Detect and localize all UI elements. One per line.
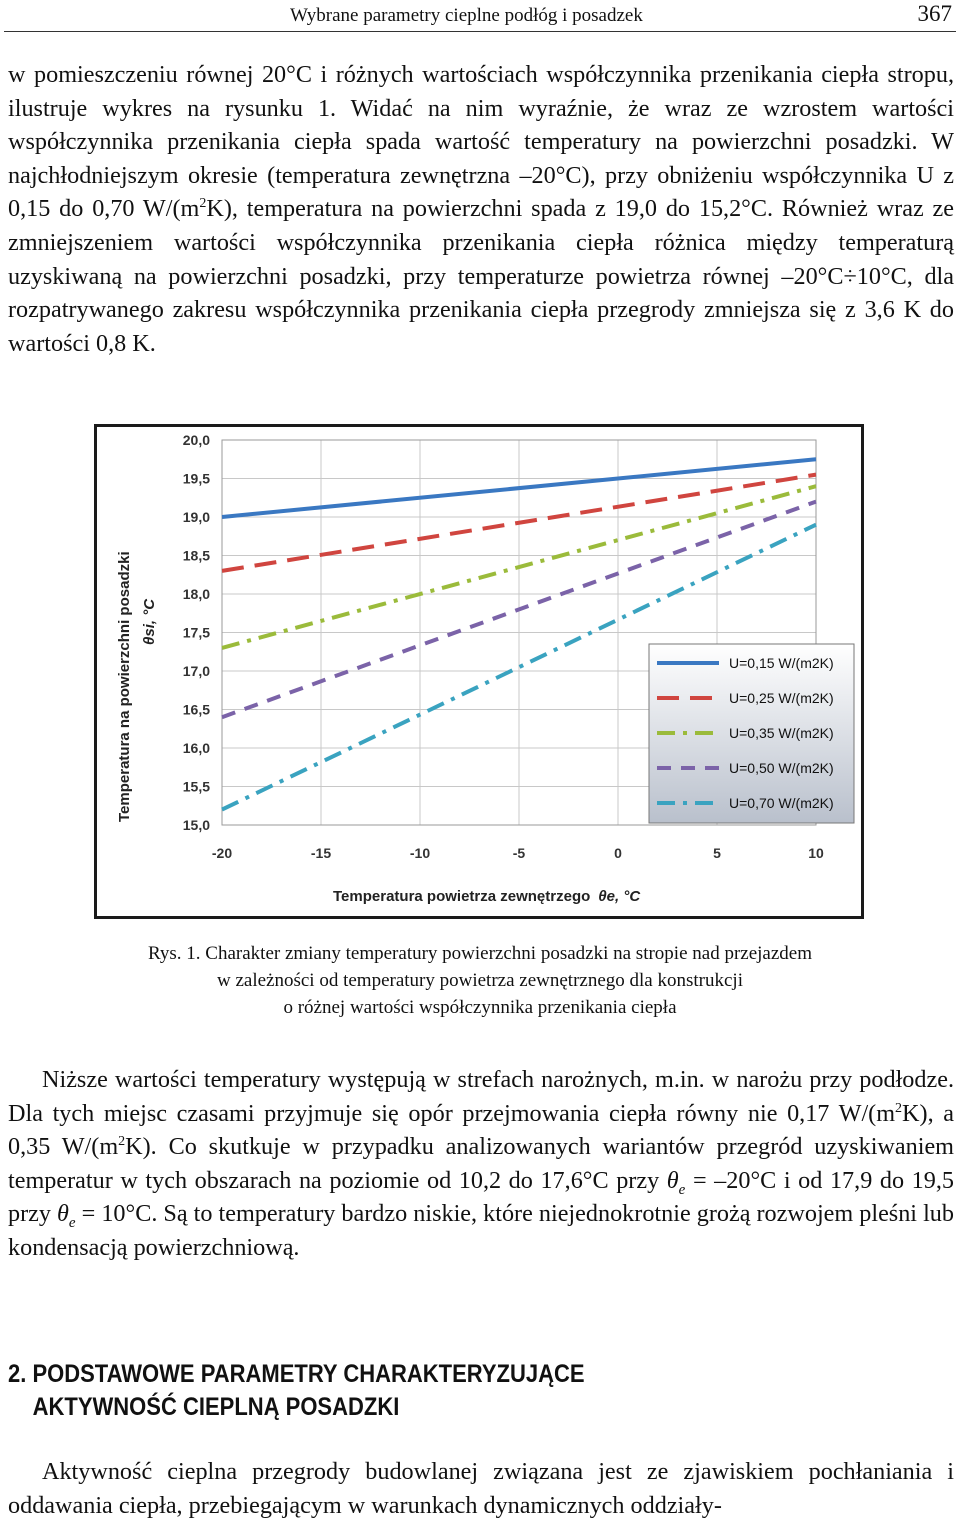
x-tick-label: -20 <box>212 845 232 861</box>
y-tick-label: 15,0 <box>183 817 210 833</box>
superscript: 2 <box>895 1100 903 1116</box>
paragraph-1-text-a: w pomieszczeniu równej 20°C i różnych wa… <box>8 61 954 223</box>
x-tick-label: -15 <box>311 845 331 861</box>
paragraph-2-text-a: Niższe wartości temperatury występują w … <box>8 1066 954 1127</box>
paragraph-1-text-b: K), temperatura na powierzchni spada z 1… <box>8 195 954 357</box>
series-line <box>221 484 817 650</box>
y-tick-label: 17,0 <box>183 663 210 679</box>
legend-label: U=0,25 W/(m2K) <box>729 690 834 706</box>
chart-legend: U=0,15 W/(m2K) U=0,25 W/(m2K) U=0,35 W/(m2… <box>648 643 855 824</box>
x-tick-label: 5 <box>713 845 721 861</box>
paragraph-2-text-b: K), a 0,35 W/(m <box>8 1099 954 1161</box>
superscript: 2 <box>118 1134 126 1150</box>
caption-line-1: Rys. 1. Charakter zmiany temperatury pow… <box>148 943 812 964</box>
page-header: Wybrane parametry cieplne podłóg i posad… <box>0 0 960 34</box>
y-tick-label: 17,5 <box>183 625 210 641</box>
y-tick-label: 18,0 <box>183 586 210 602</box>
x-tick-label: -10 <box>410 845 430 861</box>
line-chart: 15,0 15,5 16,0 16,5 17,0 17,5 18,0 18,5 19,0 19,5… <box>116 432 855 905</box>
y-tick-label: 16,5 <box>183 702 210 718</box>
legend-label: U=0,70 W/(m2K) <box>729 795 834 811</box>
y-axis-unit: θsi, °C <box>141 598 158 645</box>
paragraph-2-text-d: = –20°C i od 17,9 do 19,5 przy <box>8 1166 954 1228</box>
y-tick-label: 16,0 <box>183 740 210 756</box>
paragraph-3: Aktywność cieplna przegrody budowlanej z… <box>8 1455 954 1522</box>
series-line <box>221 522 817 812</box>
x-axis-title: Temperatura powietrza zewnętrzego θe, °C <box>333 888 641 905</box>
paragraph-2: Niższe wartości temperatury występują w … <box>8 1063 954 1265</box>
y-tick-label: 19,0 <box>183 509 210 525</box>
header-rule <box>4 31 956 32</box>
legend-label: U=0,50 W/(m2K) <box>729 760 834 776</box>
paragraph-2-text-c: K). Co skutkuje w przypadku analizowanyc… <box>8 1133 954 1194</box>
paragraph-1: w pomieszczeniu równej 20°C i różnych wa… <box>8 58 954 360</box>
figure-caption: Rys. 1. Charakter zmiany temperatury pow… <box>0 940 960 1021</box>
section-heading-line-2: AKTYWNOŚĆ CIEPLNĄ POSADZKI <box>32 1393 400 1421</box>
x-tick-label: -5 <box>513 845 526 861</box>
series-line <box>221 472 817 573</box>
legend-label: U=0,15 W/(m2K) <box>729 655 834 671</box>
section-heading: 2. PODSTAWOWE PARAMETRY CHARAKTERYZUJĄCE… <box>8 1358 585 1424</box>
section-heading-line-1: 2. PODSTAWOWE PARAMETRY CHARAKTERYZUJĄCE <box>8 1360 585 1388</box>
paragraph-3-text: Aktywność cieplna przegrody budowlanej z… <box>8 1458 954 1519</box>
y-axis-title: Temperatura na powierzchni posadzki <box>116 551 133 822</box>
y-tick-label: 20,0 <box>183 432 210 448</box>
caption-line-2: w zależności od temperatury powietrza ze… <box>217 970 743 991</box>
x-tick-label: 10 <box>808 845 824 861</box>
paragraph-2-text-e: = 10°C. Są to temperatury bardzo niskie,… <box>8 1200 954 1261</box>
y-tick-label: 15,5 <box>183 779 210 795</box>
superscript: 2 <box>199 196 207 212</box>
page-number: 367 <box>917 1 953 26</box>
x-tick-label: 0 <box>614 845 622 861</box>
legend-label: U=0,35 W/(m2K) <box>729 725 834 741</box>
y-tick-label: 18,5 <box>183 548 210 564</box>
running-title: Wybrane parametry cieplne podłóg i posad… <box>290 5 643 26</box>
subscript: e <box>68 1215 76 1232</box>
subscript: e <box>678 1181 686 1198</box>
figure-chart: 15,0 15,5 16,0 16,5 17,0 17,5 18,0 18,5 19,0 19,5… <box>94 424 864 919</box>
theta-symbol: θ <box>666 1166 679 1194</box>
series-line <box>221 457 817 519</box>
y-tick-label: 19,5 <box>183 471 210 487</box>
plot-area-border <box>221 439 817 826</box>
series-line <box>221 499 817 720</box>
caption-line-3: o różnej wartości współczynnika przenika… <box>283 997 677 1018</box>
theta-symbol: θ <box>57 1200 69 1228</box>
